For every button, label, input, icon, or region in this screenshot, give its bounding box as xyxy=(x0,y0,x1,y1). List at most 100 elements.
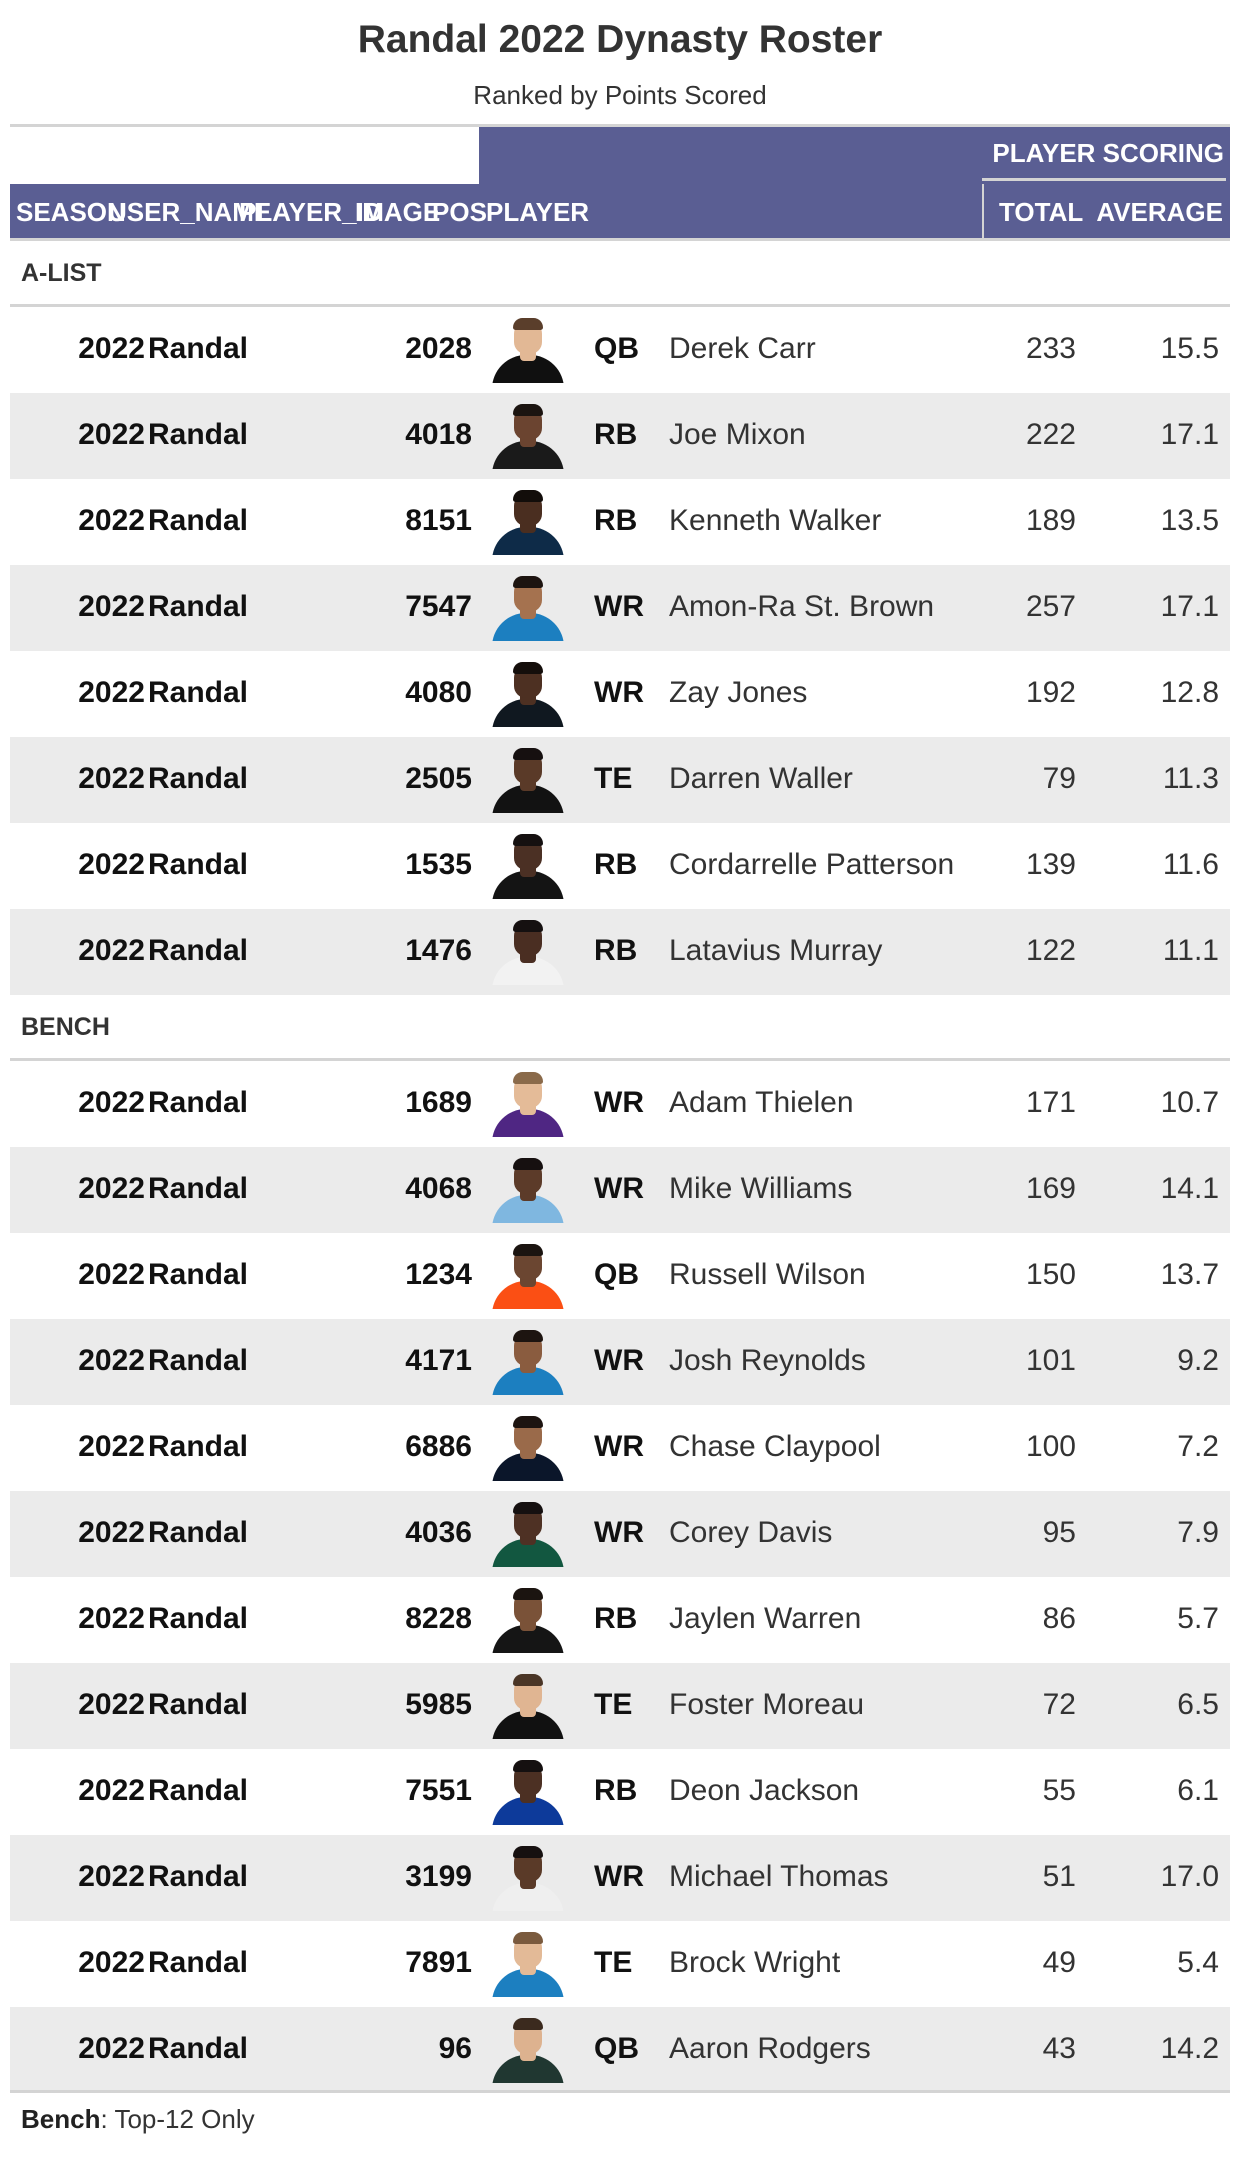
cell-user-name: Randal xyxy=(148,590,249,623)
table-row: 2022 Randal 1689 WR Adam Thielen 171 10.7 xyxy=(10,1061,1230,1147)
player-headshot xyxy=(488,1759,568,1825)
cell-total: 122 xyxy=(1025,934,1076,967)
cell-total: 51 xyxy=(1042,1860,1076,1893)
cell-average: 13.5 xyxy=(1160,504,1219,537)
cell-average: 12.8 xyxy=(1160,676,1219,709)
cell-total: 257 xyxy=(1025,590,1076,623)
cell-player-name: Derek Carr xyxy=(669,332,816,365)
cell-total: 79 xyxy=(1042,762,1076,795)
headshot-hair xyxy=(513,662,543,674)
player-headshot xyxy=(488,747,568,813)
cell-total: 171 xyxy=(1025,1086,1076,1119)
cell-player-name: Foster Moreau xyxy=(669,1688,865,1721)
player-headshot xyxy=(488,489,568,555)
cell-total: 49 xyxy=(1042,1946,1076,1979)
cell-player-name: Corey Davis xyxy=(669,1516,833,1549)
cell-user-name: Randal xyxy=(148,1516,249,1549)
player-headshot xyxy=(488,403,568,469)
player-headshot xyxy=(488,1501,568,1567)
footnote: Bench: Top-12 Only xyxy=(21,2104,255,2135)
cell-user-name: Randal xyxy=(148,934,249,967)
cell-season: 2022 xyxy=(78,1946,145,1979)
player-headshot xyxy=(488,2017,568,2083)
cell-player-name: Joe Mixon xyxy=(669,418,806,451)
headshot-hair xyxy=(513,1588,543,1600)
cell-season: 2022 xyxy=(78,676,145,709)
cell-average: 14.2 xyxy=(1160,2032,1219,2065)
cell-player-id: 4171 xyxy=(405,1344,472,1377)
cell-total: 169 xyxy=(1025,1172,1076,1205)
cell-user-name: Randal xyxy=(148,1688,249,1721)
cell-total: 43 xyxy=(1042,2032,1076,2065)
cell-user-name: Randal xyxy=(148,504,249,537)
headshot-hair xyxy=(513,834,543,846)
player-headshot xyxy=(488,833,568,899)
player-scoring-spanner: PLAYER SCORING xyxy=(479,127,1230,184)
table-row: 2022 Randal 96 QB Aaron Rodgers 43 14.2 xyxy=(10,2007,1230,2093)
cell-player-id: 1476 xyxy=(405,934,472,967)
cell-user-name: Randal xyxy=(148,1344,249,1377)
cell-user-name: Randal xyxy=(148,676,249,709)
cell-average: 7.9 xyxy=(1177,1516,1219,1549)
cell-user-name: Randal xyxy=(148,1172,249,1205)
player-headshot xyxy=(488,1243,568,1309)
bottom-rule xyxy=(10,2090,1230,2093)
table-row: 2022 Randal 4036 WR Corey Davis 95 7.9 xyxy=(10,1491,1230,1577)
cell-user-name: Randal xyxy=(148,848,249,881)
cell-user-name: Randal xyxy=(148,1602,249,1635)
cell-pos: WR xyxy=(594,1344,644,1377)
cell-pos: RB xyxy=(594,1602,638,1635)
cell-player-name: Brock Wright xyxy=(669,1946,841,1979)
cell-pos: WR xyxy=(594,1086,644,1119)
cell-player-name: Kenneth Walker xyxy=(669,504,882,537)
cell-season: 2022 xyxy=(78,1430,145,1463)
cell-user-name: Randal xyxy=(148,1860,249,1893)
cell-average: 7.2 xyxy=(1177,1430,1219,1463)
cell-player-id: 1234 xyxy=(405,1258,472,1291)
cell-pos: RB xyxy=(594,504,638,537)
cell-total: 222 xyxy=(1025,418,1076,451)
headshot-hair xyxy=(513,1760,543,1772)
cell-average: 17.1 xyxy=(1160,590,1219,623)
group-header: BENCH xyxy=(10,995,1230,1061)
cell-season: 2022 xyxy=(78,1688,145,1721)
group-rule xyxy=(10,304,1230,307)
table-row: 2022 Randal 4068 WR Mike Williams 169 14.1 xyxy=(10,1147,1230,1233)
footnote-bold: Bench xyxy=(21,2104,101,2134)
cell-season: 2022 xyxy=(78,848,145,881)
table-row: 2022 Randal 7547 WR Amon-Ra St. Brown 257 17.1 xyxy=(10,565,1230,651)
cell-pos: WR xyxy=(594,1430,644,1463)
cell-user-name: Randal xyxy=(148,1430,249,1463)
cell-pos: TE xyxy=(594,762,633,795)
table-row: 2022 Randal 2028 QB Derek Carr 233 15.5 xyxy=(10,307,1230,393)
cell-total: 86 xyxy=(1042,1602,1076,1635)
headshot-hair xyxy=(513,1072,543,1084)
spanner-underline xyxy=(982,178,1226,181)
cell-player-id: 4036 xyxy=(405,1516,472,1549)
cell-player-id: 4068 xyxy=(405,1172,472,1205)
cell-pos: RB xyxy=(594,848,638,881)
cell-player-id: 7547 xyxy=(405,590,472,623)
cell-player-name: Mike Williams xyxy=(669,1172,853,1205)
cell-average: 5.4 xyxy=(1177,1946,1219,1979)
header-rule xyxy=(10,238,1230,241)
col-pos: POS xyxy=(432,197,487,227)
cell-season: 2022 xyxy=(78,934,145,967)
cell-user-name: Randal xyxy=(148,1774,249,1807)
column-header-row: SEASON USER_NAME PLAYER_ID IMAGE POS PLA… xyxy=(10,184,1230,238)
headshot-hair xyxy=(513,318,543,330)
table-row: 2022 Randal 1476 RB Latavius Murray 122 11.1 xyxy=(10,909,1230,995)
footnote-text: : Top-12 Only xyxy=(100,2104,255,2134)
table-row: 2022 Randal 7551 RB Deon Jackson 55 6.1 xyxy=(10,1749,1230,1835)
scoring-column-divider xyxy=(982,184,984,238)
page-subtitle: Ranked by Points Scored xyxy=(473,80,767,110)
cell-user-name: Randal xyxy=(148,1258,249,1291)
cell-player-id: 5985 xyxy=(405,1688,472,1721)
cell-player-name: Michael Thomas xyxy=(669,1860,889,1893)
cell-season: 2022 xyxy=(78,1602,145,1635)
cell-player-name: Darren Waller xyxy=(669,762,853,795)
top-rule xyxy=(10,124,1230,127)
cell-season: 2022 xyxy=(78,504,145,537)
cell-season: 2022 xyxy=(78,332,145,365)
cell-pos: TE xyxy=(594,1946,633,1979)
